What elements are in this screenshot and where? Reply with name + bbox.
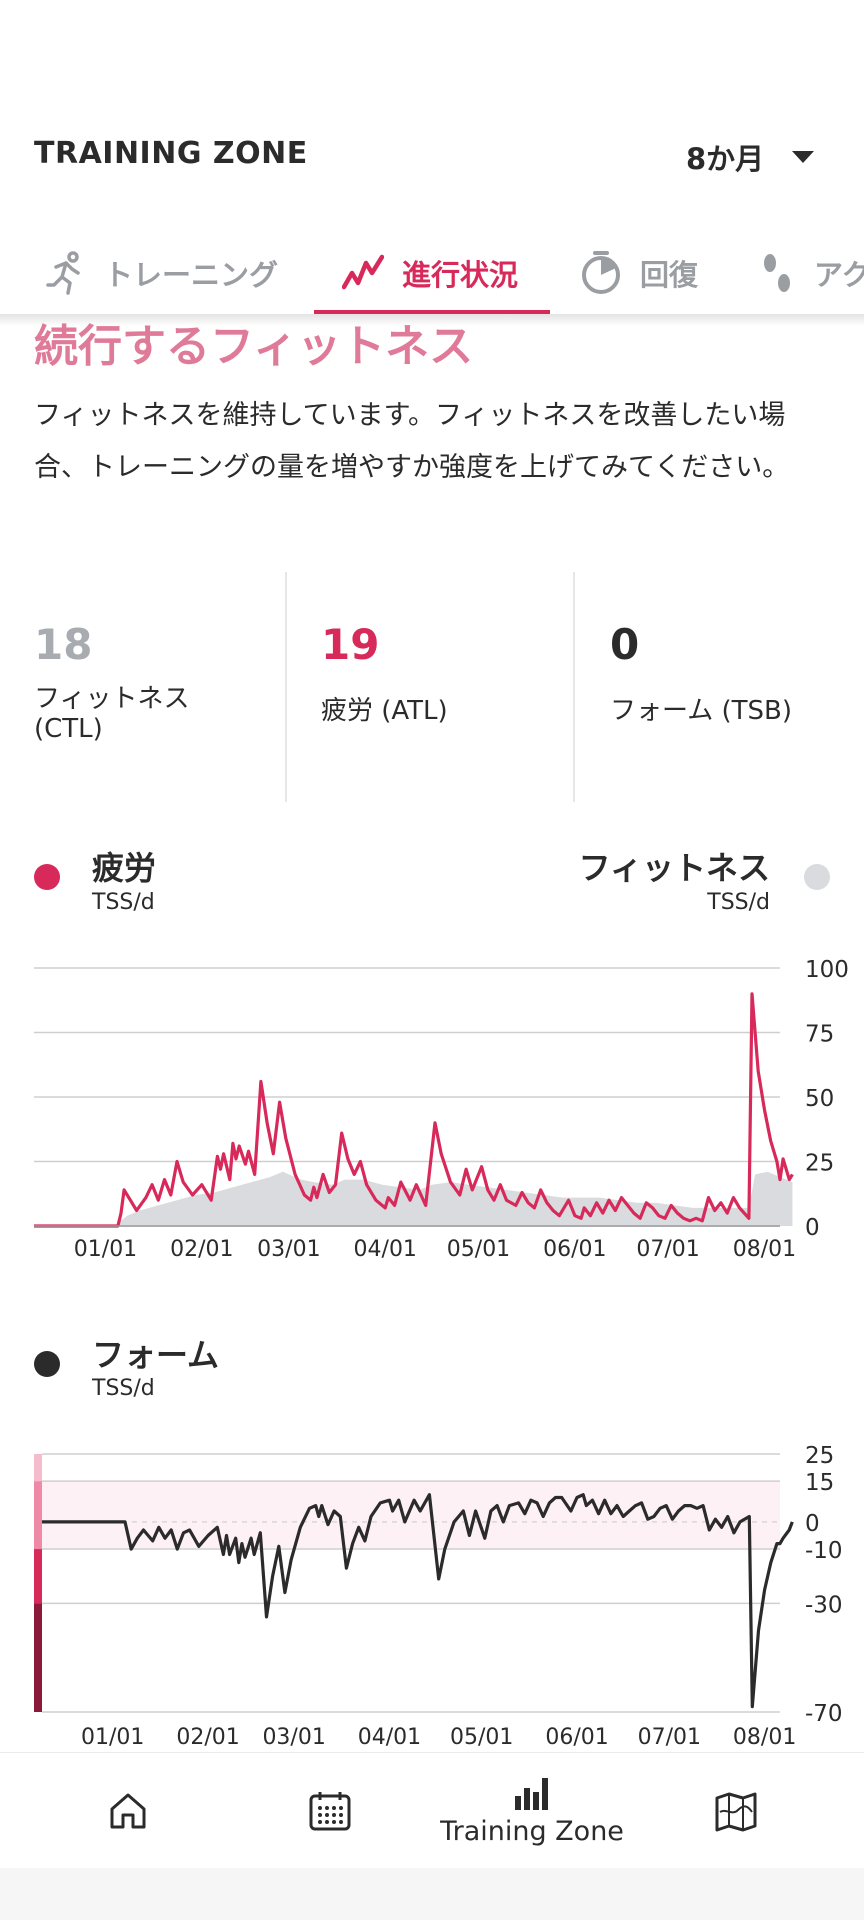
active-tab-indicator xyxy=(314,310,550,314)
tab-recovery-label: 回復 xyxy=(640,258,699,292)
tab-progress-label: 進行状況 xyxy=(402,258,519,292)
period-label: 8か月 xyxy=(686,142,765,176)
metric-fatigue-label: 疲労 (ATL) xyxy=(321,696,448,726)
metric-form-label: フォーム (TSB) xyxy=(610,696,792,726)
bottom-nav: Training Zone xyxy=(0,1752,864,1869)
x-tick-label: 07/01 xyxy=(638,1725,701,1750)
home-icon xyxy=(110,1793,146,1829)
tab-progress[interactable]: 進行状況 xyxy=(342,232,518,314)
tab-training-label: トレーニング xyxy=(104,258,279,292)
y-tick-label: 75 xyxy=(805,1022,834,1048)
series-fatigue-line xyxy=(34,992,794,1228)
metric-form: 0 フォーム (TSB) xyxy=(610,572,850,802)
fatigue-legend-dot xyxy=(34,864,60,890)
y-tick-label: -30 xyxy=(805,1592,843,1618)
calendar-icon xyxy=(309,1792,351,1831)
x-tick-label: 06/01 xyxy=(543,1237,606,1262)
chevron-down-icon xyxy=(792,151,815,163)
metrics-row: 18 フィットネス (CTL) 19 疲労 (ATL) 0 フォーム (TSB) xyxy=(0,572,864,802)
y-tick-label: -70 xyxy=(805,1701,843,1727)
bar-chart-icon xyxy=(515,1777,548,1810)
recovery-icon xyxy=(582,251,620,294)
status-title: 続行するフィットネス xyxy=(34,321,474,372)
y-tick-label: 0 xyxy=(805,1511,820,1537)
tab-recovery[interactable]: 回復 xyxy=(580,232,698,314)
status-description: フィットネスを維持しています。フィットネスを改善したい場合、トレーニングの量を増… xyxy=(34,400,790,483)
metric-fitness-value: 18 xyxy=(34,620,93,669)
metric-divider xyxy=(573,572,575,802)
x-tick-label: 05/01 xyxy=(447,1237,510,1262)
nav-map[interactable] xyxy=(696,1753,776,1869)
metric-fatigue-value: 19 xyxy=(321,620,380,669)
tab-bar-shadow xyxy=(0,314,864,326)
x-tick-label: 01/01 xyxy=(74,1237,137,1262)
fitness-legend-unit: TSS/d xyxy=(707,890,770,915)
period-dropdown[interactable]: 8か月 xyxy=(686,136,815,178)
steps-icon xyxy=(764,254,790,292)
tab-training[interactable]: トレーニング xyxy=(46,232,278,314)
metric-fitness-label-line1: フィットネス xyxy=(34,684,190,714)
fatigue-fitness-chart: 0 25 50 75 100 01/01 02/01 03/01 04/01 05/01 06/01… xyxy=(34,957,849,1262)
metric-fatigue: 19 疲労 (ATL) xyxy=(321,572,561,802)
zone-band xyxy=(34,1481,42,1550)
x-tick-label: 08/01 xyxy=(733,1237,796,1262)
zone-band xyxy=(34,1603,42,1712)
zone-band xyxy=(34,1549,42,1604)
y-tick-label: 0 xyxy=(805,1215,820,1241)
map-icon xyxy=(715,1792,757,1832)
metric-fitness-label: フィットネス (CTL) xyxy=(34,684,189,744)
fatigue-legend-unit: TSS/d xyxy=(92,890,155,915)
x-tick-label: 06/01 xyxy=(545,1725,608,1750)
fitness-legend-dot xyxy=(804,864,830,890)
form-legend-title: フォーム xyxy=(92,1336,220,1374)
x-tick-label: 07/01 xyxy=(636,1237,699,1262)
metric-divider xyxy=(285,572,287,802)
tab-bar: トレーニング 進行状況 回復 アク xyxy=(0,232,864,314)
nav-home[interactable] xyxy=(88,1753,168,1869)
x-tick-label: 04/01 xyxy=(358,1725,421,1750)
tab-activity[interactable]: アク xyxy=(760,232,864,314)
zone-band xyxy=(34,1454,42,1482)
tab-activity-label: アク xyxy=(814,258,864,292)
metric-fitness-label-line2: (CTL) xyxy=(34,714,103,744)
x-tick-label: 08/01 xyxy=(733,1725,796,1750)
running-person-icon xyxy=(46,251,80,295)
y-tick-label: 50 xyxy=(805,1086,834,1112)
fatigue-legend-title: 疲労 xyxy=(92,849,157,887)
y-tick-label: -10 xyxy=(805,1538,843,1564)
x-tick-label: 02/01 xyxy=(170,1237,233,1262)
form-legend-unit: TSS/d xyxy=(92,1376,155,1401)
y-tick-label: 15 xyxy=(805,1470,834,1496)
y-tick-label: 25 xyxy=(805,1151,834,1177)
y-tick-label: 25 xyxy=(805,1443,834,1469)
x-tick-label: 01/01 xyxy=(81,1725,144,1750)
metric-fitness: 18 フィットネス (CTL) xyxy=(34,572,274,802)
page-title: TRAINING ZONE xyxy=(34,136,308,171)
form-legend-dot xyxy=(34,1351,60,1377)
x-tick-label: 03/01 xyxy=(262,1725,325,1750)
series-fitness-area xyxy=(34,1171,793,1226)
nav-training-zone-label: Training Zone xyxy=(440,1815,624,1847)
y-tick-label: 100 xyxy=(805,957,849,983)
series-form-line xyxy=(42,1493,794,1709)
system-bar xyxy=(0,1868,864,1920)
nav-calendar[interactable] xyxy=(290,1753,370,1869)
x-tick-label: 02/01 xyxy=(176,1725,239,1750)
metric-form-value: 0 xyxy=(610,620,640,669)
x-tick-label: 05/01 xyxy=(450,1725,513,1750)
trend-line-icon xyxy=(342,254,384,290)
fitness-legend-title: フィットネス xyxy=(578,849,770,887)
nav-training-zone[interactable]: Training Zone xyxy=(432,1753,632,1869)
x-tick-label: 04/01 xyxy=(354,1237,417,1262)
x-tick-label: 03/01 xyxy=(257,1237,320,1262)
